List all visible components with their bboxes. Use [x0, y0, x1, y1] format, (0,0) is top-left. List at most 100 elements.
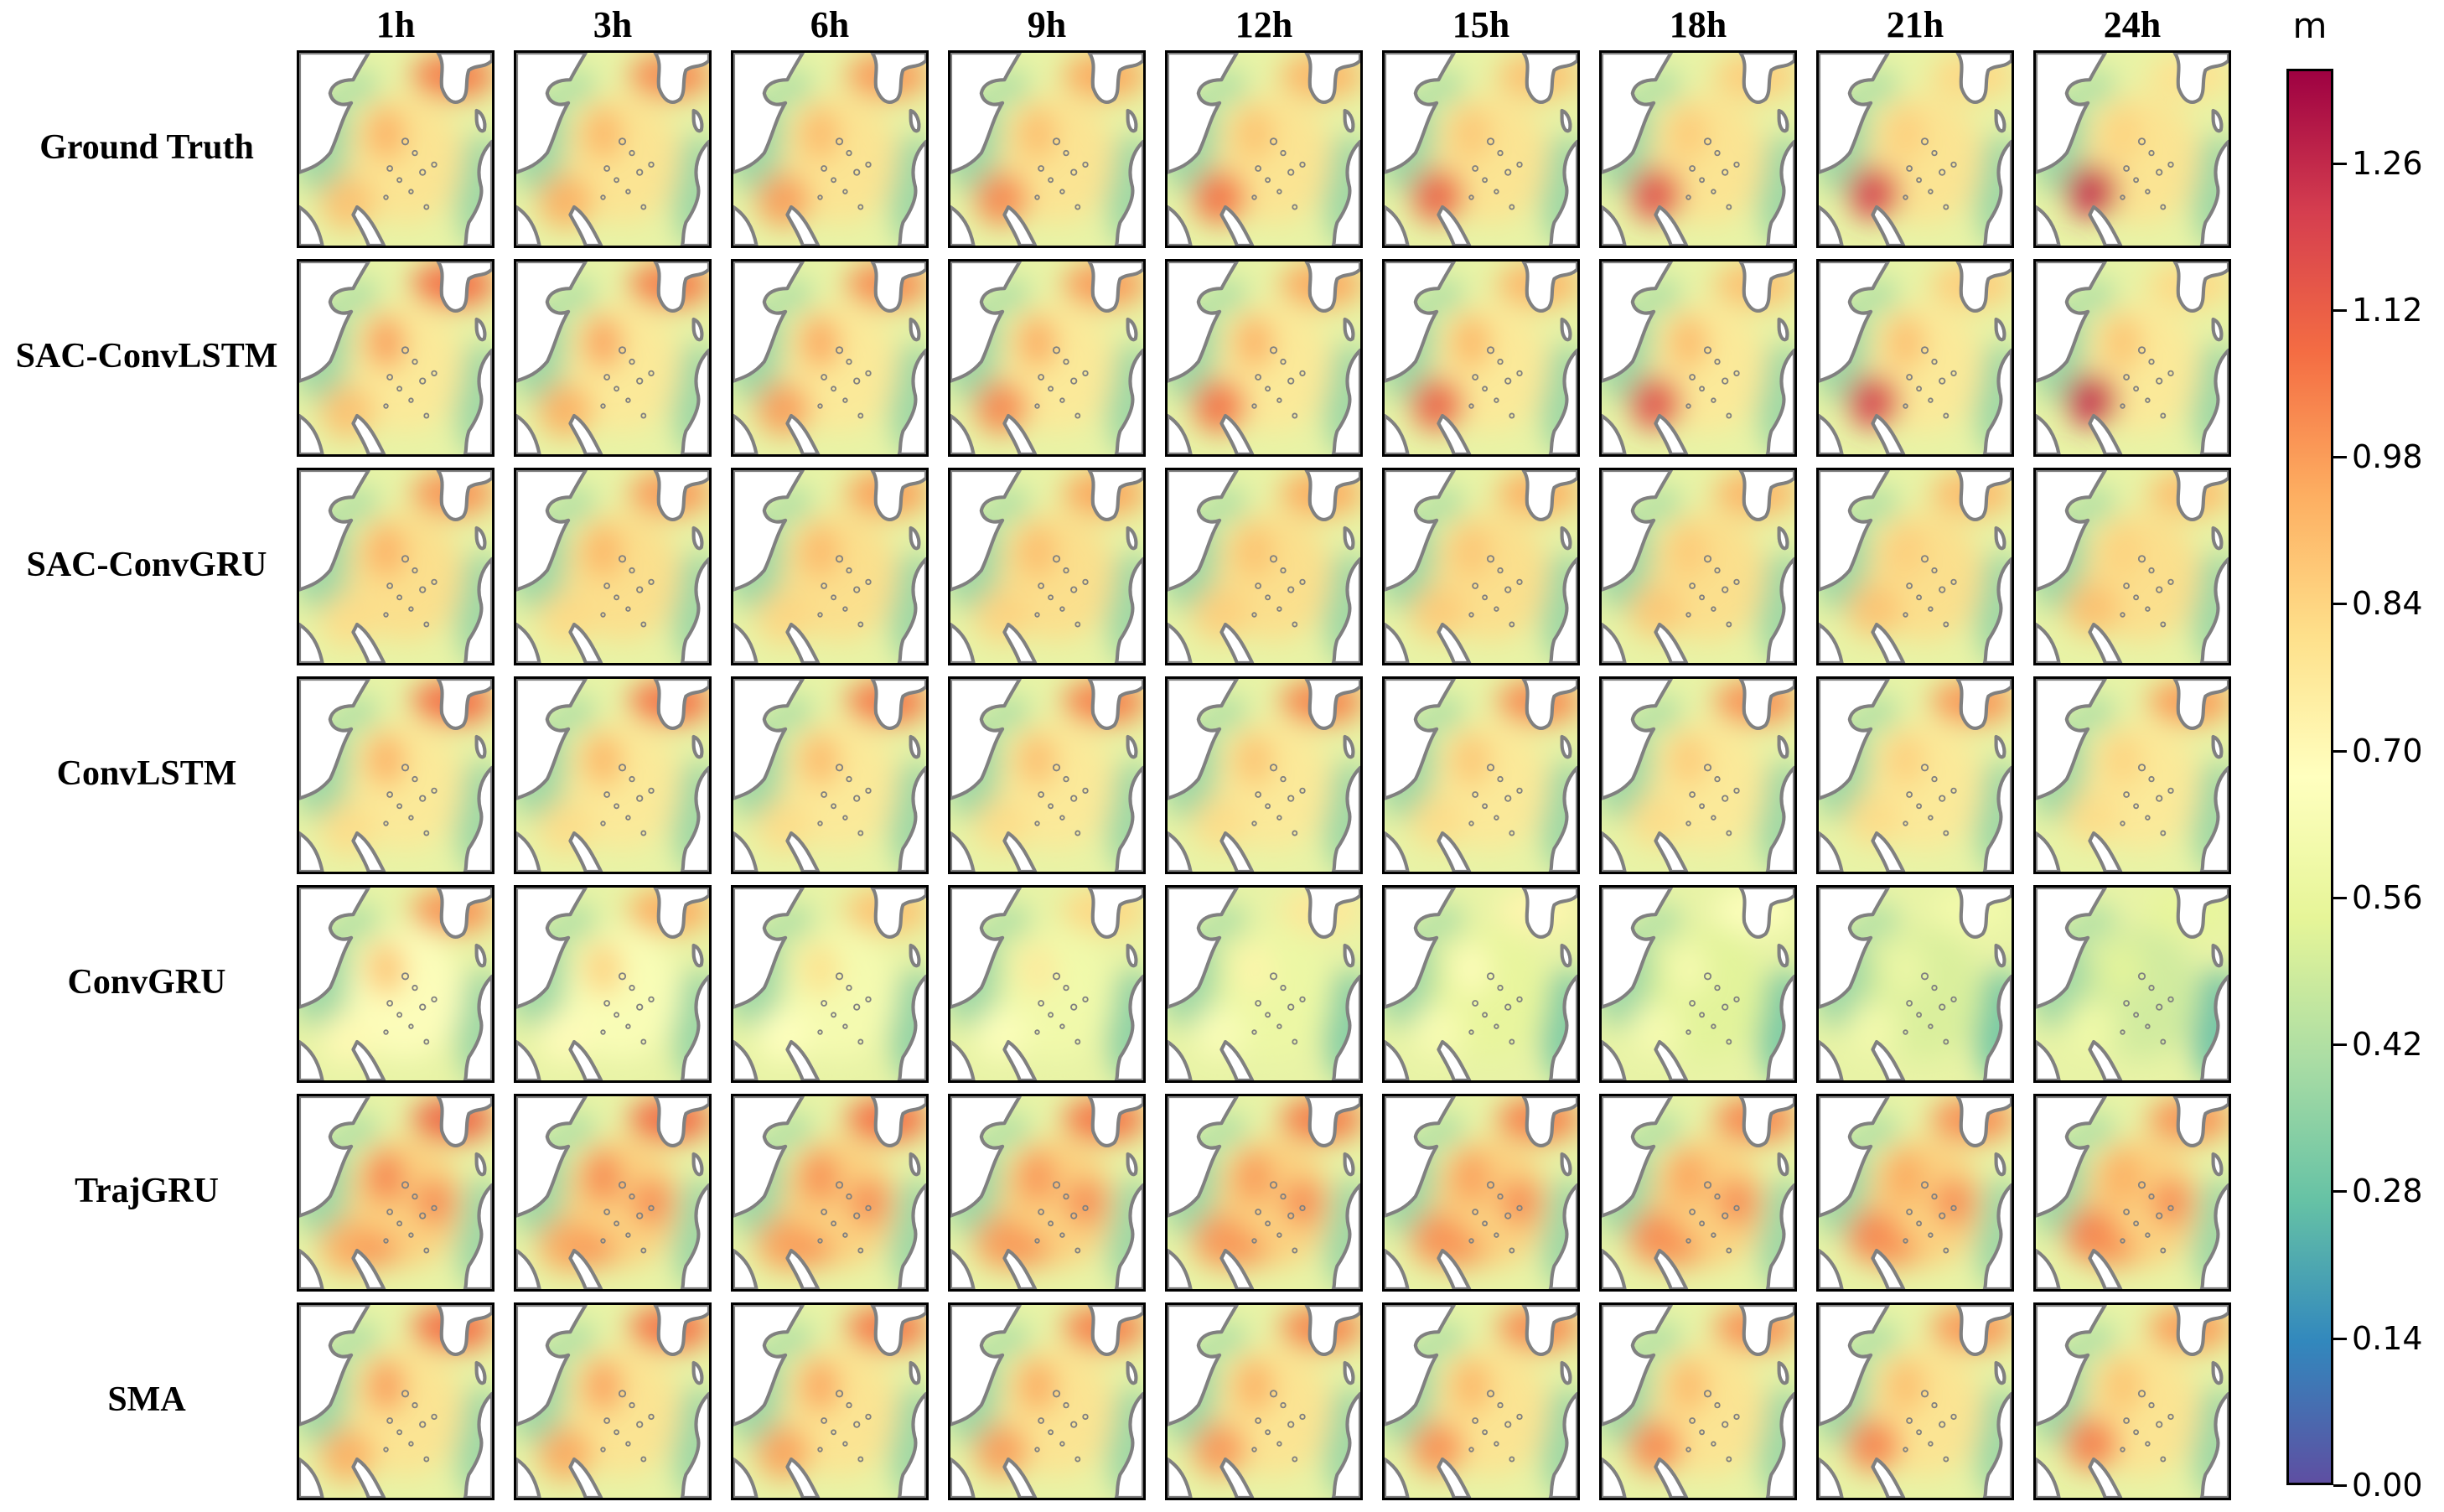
wave-height-map — [299, 470, 492, 663]
map-panel — [297, 50, 494, 248]
wave-height-map — [1168, 679, 1360, 872]
map-panel — [1165, 259, 1363, 457]
wave-height-map — [516, 53, 709, 246]
map-panel — [1165, 676, 1363, 874]
map-panel — [1165, 1302, 1363, 1500]
map-panel — [2033, 885, 2231, 1083]
wave-height-map — [2036, 53, 2229, 246]
wave-height-map — [299, 261, 492, 454]
colorbar-tick-label: 0.00 — [2352, 1467, 2423, 1504]
wave-height-map — [2036, 1096, 2229, 1289]
map-panel — [1599, 1302, 1797, 1500]
colorbar-tick-label: 0.98 — [2352, 438, 2423, 476]
wave-height-map — [299, 1096, 492, 1289]
wave-height-map — [1819, 53, 2012, 246]
map-panel — [1382, 50, 1580, 248]
row-label: ConvLSTM — [56, 754, 237, 793]
colorbar-tick — [2333, 162, 2347, 165]
wave-height-map — [1385, 470, 1577, 663]
wave-height-map — [733, 1305, 926, 1498]
wave-height-map — [2036, 888, 2229, 1080]
wave-height-map — [1602, 1305, 1794, 1498]
wave-height-map — [1168, 470, 1360, 663]
column-title: 18h — [1669, 4, 1727, 45]
wave-height-map — [299, 53, 492, 246]
map-panel — [2033, 676, 2231, 874]
map-panel — [2033, 1302, 2231, 1500]
wave-height-map — [733, 888, 926, 1080]
map-panel — [2033, 259, 2231, 457]
wave-height-map — [516, 261, 709, 454]
map-panel — [1816, 885, 2014, 1083]
wave-height-map — [1602, 1096, 1794, 1289]
map-panel — [948, 885, 1146, 1083]
map-panel — [2033, 1094, 2231, 1292]
column-title: 24h — [2103, 4, 2162, 45]
wave-height-map — [1168, 1305, 1360, 1498]
colorbar-tick — [2333, 603, 2347, 606]
map-panel — [948, 50, 1146, 248]
map-panel — [1382, 676, 1580, 874]
map-panel — [1382, 1094, 1580, 1292]
colorbar-tick — [2333, 1190, 2347, 1194]
wave-height-map — [1819, 679, 2012, 872]
colorbar-tick — [2333, 456, 2347, 459]
wave-height-map — [1602, 888, 1794, 1080]
wave-height-map — [516, 888, 709, 1080]
wave-height-map — [516, 679, 709, 872]
wave-height-map — [950, 53, 1143, 246]
row-label: TrajGRU — [75, 1172, 219, 1210]
wave-height-map — [1819, 261, 2012, 454]
colorbar-tick-label: 0.84 — [2352, 585, 2423, 623]
wave-height-map — [733, 679, 926, 872]
map-panel — [1599, 1094, 1797, 1292]
map-panel — [514, 1302, 712, 1500]
row-label: SMA — [107, 1380, 186, 1419]
map-panel — [731, 1094, 929, 1292]
wave-height-map — [1385, 53, 1577, 246]
wave-height-map — [950, 1096, 1143, 1289]
map-panel — [731, 468, 929, 665]
wave-height-map — [1168, 1096, 1360, 1289]
map-panel — [948, 468, 1146, 665]
colorbar-tick — [2333, 896, 2347, 899]
wave-height-map — [299, 888, 492, 1080]
wave-height-map — [733, 1096, 926, 1289]
row-label: ConvGRU — [67, 963, 226, 1002]
wave-height-map — [1602, 679, 1794, 872]
map-panel — [948, 259, 1146, 457]
colorbar-unit: m — [2292, 5, 2327, 46]
wave-height-map — [1385, 261, 1577, 454]
map-panel — [2033, 468, 2231, 665]
map-panel — [514, 885, 712, 1083]
wave-height-map — [950, 470, 1143, 663]
map-panel — [731, 50, 929, 248]
column-title: 12h — [1235, 4, 1293, 45]
wave-height-map — [516, 470, 709, 663]
wave-height-map — [1385, 679, 1577, 872]
map-panel — [514, 468, 712, 665]
column-title: 15h — [1452, 4, 1510, 45]
map-panel — [1165, 468, 1363, 665]
colorbar-tick-label: 1.12 — [2352, 291, 2423, 329]
map-panel — [2033, 50, 2231, 248]
map-panel — [1816, 50, 2014, 248]
map-panel — [514, 50, 712, 248]
wave-height-map — [1819, 888, 2012, 1080]
wave-height-map — [299, 679, 492, 872]
colorbar-tick — [2333, 308, 2347, 312]
wave-height-map — [2036, 679, 2229, 872]
map-panel — [514, 676, 712, 874]
colorbar-gradient — [2289, 71, 2331, 1483]
column-title: 9h — [1027, 4, 1067, 45]
wave-height-map — [516, 1096, 709, 1289]
map-panel — [297, 1302, 494, 1500]
wave-height-map — [1819, 1305, 2012, 1498]
map-panel — [731, 259, 929, 457]
colorbar — [2286, 69, 2333, 1485]
map-panel — [1165, 50, 1363, 248]
wave-height-map — [950, 261, 1143, 454]
wave-height-map — [950, 1305, 1143, 1498]
colorbar-tick — [2333, 1337, 2347, 1340]
wave-height-map — [299, 1305, 492, 1498]
